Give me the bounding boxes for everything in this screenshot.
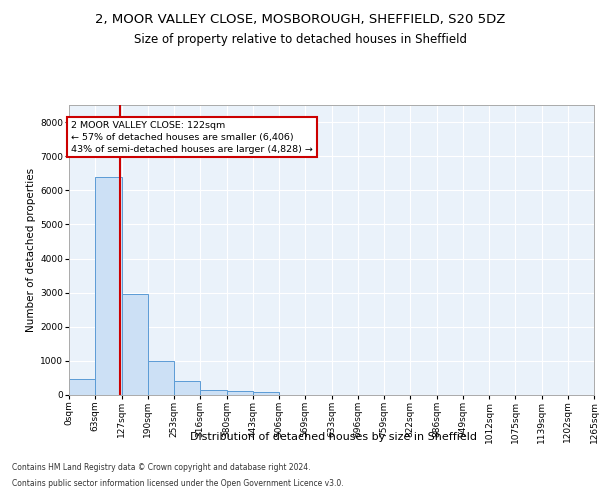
Text: 2 MOOR VALLEY CLOSE: 122sqm
← 57% of detached houses are smaller (6,406)
43% of : 2 MOOR VALLEY CLOSE: 122sqm ← 57% of det… — [71, 121, 313, 154]
Text: Contains public sector information licensed under the Open Government Licence v3: Contains public sector information licen… — [12, 478, 344, 488]
Text: Distribution of detached houses by size in Sheffield: Distribution of detached houses by size … — [190, 432, 476, 442]
Text: Size of property relative to detached houses in Sheffield: Size of property relative to detached ho… — [133, 32, 467, 46]
Bar — [253, 392, 279, 395]
Bar — [227, 391, 253, 395]
Y-axis label: Number of detached properties: Number of detached properties — [26, 168, 36, 332]
Text: 2, MOOR VALLEY CLOSE, MOSBOROUGH, SHEFFIELD, S20 5DZ: 2, MOOR VALLEY CLOSE, MOSBOROUGH, SHEFFI… — [95, 12, 505, 26]
Bar — [174, 380, 200, 395]
Bar — [95, 176, 122, 395]
Bar — [148, 361, 174, 395]
Text: Contains HM Land Registry data © Crown copyright and database right 2024.: Contains HM Land Registry data © Crown c… — [12, 464, 311, 472]
Bar — [69, 378, 95, 395]
Bar — [122, 294, 148, 395]
Bar — [200, 390, 227, 395]
